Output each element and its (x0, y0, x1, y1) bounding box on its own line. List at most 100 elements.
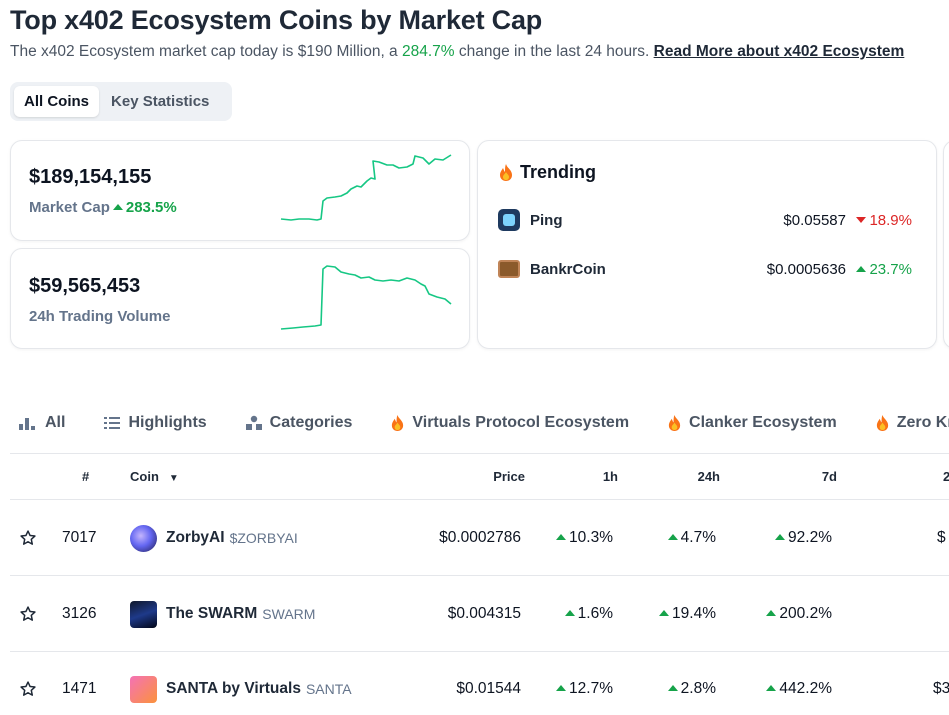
caret-up-icon (112, 204, 123, 211)
coin-symbol: SWARM (262, 606, 316, 622)
caret-up-icon (766, 610, 777, 616)
col-header-extra[interactable]: 2 (943, 469, 949, 484)
col-header-rank[interactable]: # (82, 469, 90, 484)
watchlist-star-icon[interactable] (19, 576, 37, 652)
trending-card: Trending Ping $0.05587 18.9% BankrCoin $… (477, 140, 937, 349)
view-tabs: All Coins Key Statistics (10, 82, 232, 121)
change-value: 1.6% (577, 605, 613, 622)
col-header-coin[interactable]: Coin ▼ (130, 469, 179, 484)
col-header-coin-label: Coin (130, 469, 159, 484)
market-cap-value: $189,154,155 (29, 166, 152, 188)
price: $0.004315 (447, 605, 521, 622)
change-value: 442.2% (779, 680, 832, 697)
caret-up-icon (659, 610, 670, 616)
trending-coin-price: $0.0005636 (766, 260, 846, 278)
change-value: 19.4% (672, 605, 716, 622)
volume-sparkline-line (280, 265, 452, 330)
change-24h: 2.8% (630, 651, 716, 715)
caret-up-icon (766, 685, 777, 691)
table-divider (10, 499, 949, 500)
filter-highlights[interactable]: Highlights (103, 414, 207, 432)
filter-all[interactable]: All (18, 414, 65, 432)
caret-down-icon (856, 216, 867, 223)
volume-sparkline (280, 265, 452, 330)
subtitle-text-end: change in the last 24 hours. (454, 43, 654, 60)
volume-value: $59,565,453 (29, 275, 141, 297)
rank: 7017 (62, 529, 97, 546)
change-7d: 200.2% (740, 576, 832, 652)
caret-up-icon (667, 534, 678, 540)
col-header-1h[interactable]: 1h (602, 469, 618, 484)
price: $0.01544 (456, 680, 521, 697)
table-divider (10, 651, 949, 652)
trending-coin-change: 23.7% (850, 261, 912, 278)
trending-coin-price: $0.05587 (783, 211, 846, 229)
market-cap-label-row: Market Cap 283.5% (29, 199, 177, 216)
fire-icon (668, 415, 681, 431)
table-row[interactable]: 3126 The SWARM SWARM $0.004315 1.6% 19.4%… (0, 576, 949, 652)
market-cap-sparkline-line (280, 154, 452, 221)
coin-cell[interactable]: The SWARM SWARM (130, 576, 315, 652)
fire-icon (500, 164, 512, 181)
tab-all-coins[interactable]: All Coins (14, 86, 100, 117)
filter-label: Highlights (128, 414, 207, 431)
col-header-7d[interactable]: 7d (821, 469, 837, 484)
change-value: 200.2% (779, 605, 832, 622)
filter-label: Zero Know (896, 414, 949, 431)
price: $0.0002786 (439, 529, 521, 546)
filter-categories[interactable]: Categories (245, 414, 353, 432)
filter-label: All (45, 414, 66, 431)
volume-card: $59,565,453 24h Trading Volume (10, 248, 470, 349)
filter-label: Categories (269, 414, 353, 431)
filter-zero-knowledge[interactable]: Zero Know (875, 414, 949, 432)
filter-virtuals-protocol-ecosystem[interactable]: Virtuals Protocol Ecosystem (390, 414, 629, 432)
coin-name: ZorbyAI (166, 529, 225, 546)
market-cap-change: 283.5% (125, 199, 177, 216)
change-value: 10.3% (569, 529, 613, 546)
watchlist-star-icon[interactable] (19, 651, 37, 715)
watchlist-star-icon[interactable] (19, 500, 37, 576)
bankrcoin-coin-icon (498, 260, 520, 278)
trending-title: Trending (520, 162, 596, 182)
read-more-link[interactable]: Read More about x402 Ecosystem (653, 43, 905, 60)
change-value: 4.7% (680, 529, 716, 546)
change-value: 12.7% (569, 680, 613, 697)
page-subtitle: The x402 Ecosystem market cap today is $… (10, 43, 904, 61)
tab-key-statistics[interactable]: Key Statistics (111, 93, 210, 110)
page-title: Top x402 Ecosystem Coins by Market Cap (10, 5, 543, 35)
caret-up-icon (556, 685, 567, 691)
market-cap-label: Market Cap (29, 199, 110, 216)
col-header-24h[interactable]: 24h (697, 469, 720, 484)
trending-coin-change: 18.9% (850, 212, 912, 229)
change-1h: 1.6% (530, 576, 613, 652)
trending-item[interactable]: Ping $0.05587 18.9% (498, 207, 912, 233)
trending-coin-change-value: 18.9% (869, 211, 912, 229)
caret-up-icon (856, 265, 867, 272)
trending-title-row: Trending (498, 162, 596, 183)
change-value: 2.8% (680, 680, 716, 697)
rank: 3126 (62, 605, 97, 622)
volume-label: 24h Trading Volume (29, 308, 171, 325)
table-row[interactable]: 1471 SANTA by Virtuals SANTA $0.01544 12.… (0, 651, 949, 715)
filter-clanker-ecosystem[interactable]: Clanker Ecosystem (667, 414, 837, 432)
filter-label: Virtuals Protocol Ecosystem (412, 414, 630, 431)
caret-up-icon (556, 534, 567, 540)
change-24h: 19.4% (630, 576, 716, 652)
trending-coin-change-value: 23.7% (869, 260, 912, 278)
col-header-price[interactable]: Price (493, 469, 525, 484)
table-row[interactable]: 7017 ZorbyAI $ZORBYAI $0.0002786 10.3% 4.… (0, 500, 949, 576)
ping-coin-icon (498, 209, 520, 231)
shapes-icon (245, 415, 262, 430)
change-24h: 4.7% (630, 500, 716, 576)
fire-icon (392, 415, 404, 431)
change-1h: 12.7% (530, 651, 613, 715)
subtitle-change: 284.7% (402, 43, 455, 60)
list-icon (104, 417, 121, 429)
coin-cell[interactable]: SANTA by Virtuals SANTA (130, 651, 352, 715)
trending-item[interactable]: BankrCoin $0.0005636 23.7% (498, 256, 912, 282)
coin-cell[interactable]: ZorbyAI $ZORBYAI (130, 500, 298, 576)
zorbyai-coin-icon (130, 524, 157, 552)
market-cap-card: $189,154,155 Market Cap 283.5% (10, 140, 470, 241)
coin-symbol: SANTA (305, 681, 352, 697)
market-cap-sparkline (280, 154, 452, 221)
